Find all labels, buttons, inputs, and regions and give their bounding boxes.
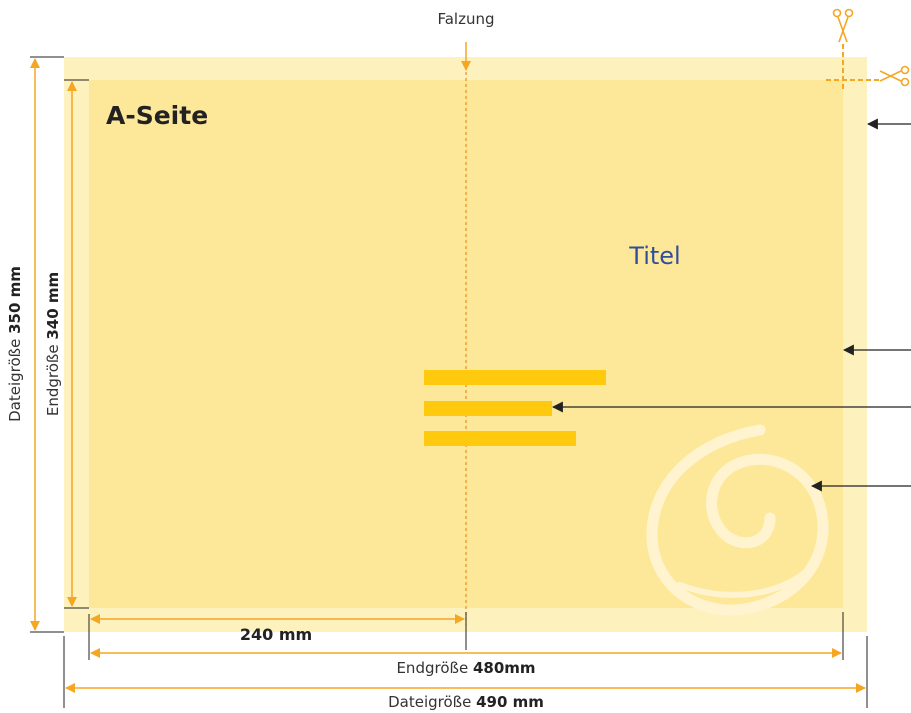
text-line-placeholder bbox=[424, 370, 606, 385]
dim-label-half-width: 240 mm bbox=[240, 625, 312, 644]
dim-label-final-height: Endgröße 340 mm bbox=[44, 272, 62, 416]
dim-label-final-width: Endgröße 480mm bbox=[396, 659, 535, 677]
page-side-label: A-Seite bbox=[106, 101, 208, 130]
fold-label: Falzung bbox=[437, 10, 494, 28]
scissors-icon-top bbox=[832, 8, 854, 43]
scissors-icon-side bbox=[879, 65, 910, 87]
dim-label-file-width: Dateigröße 490 mm bbox=[388, 693, 544, 711]
text-line-placeholder bbox=[424, 431, 576, 446]
dim-label-file-height: Dateigröße 350 mm bbox=[6, 266, 24, 422]
swirl-graphic bbox=[646, 424, 829, 616]
text-line-placeholder bbox=[424, 401, 552, 416]
page-title: Titel bbox=[628, 242, 680, 270]
